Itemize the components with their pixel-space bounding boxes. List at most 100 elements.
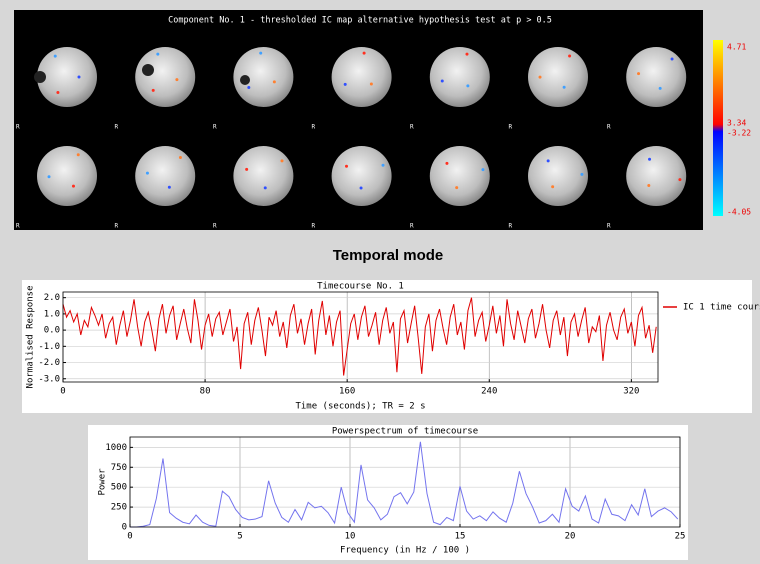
y-tick-label: -2.0 <box>38 358 60 368</box>
brain-slice <box>626 47 686 107</box>
orientation-label: R <box>213 223 217 230</box>
section-title: Temporal mode <box>333 247 444 264</box>
report: Component No. 1 - thresholded IC map alt… <box>0 0 760 564</box>
activation <box>441 80 444 83</box>
orientation-label: R <box>312 223 316 230</box>
brain-slice <box>332 146 392 206</box>
x-tick-label: 240 <box>481 387 497 397</box>
brain-slice <box>135 146 195 206</box>
activation <box>175 78 178 81</box>
orientation-label: R <box>312 124 316 131</box>
activation <box>344 83 347 86</box>
activation <box>146 172 149 175</box>
activation <box>678 178 681 181</box>
activation <box>345 165 348 168</box>
activation <box>72 185 75 188</box>
y-tick-label: -1.0 <box>38 342 60 352</box>
activation <box>264 186 267 189</box>
activation <box>382 164 385 167</box>
activation <box>54 55 57 58</box>
brain-slice <box>528 146 588 206</box>
activation <box>445 162 448 165</box>
activation <box>259 52 262 55</box>
activation <box>78 76 81 79</box>
orientation-label: R <box>410 223 414 230</box>
y-tick-label: 0.0 <box>44 326 60 336</box>
orientation-label: R <box>607 124 611 131</box>
x-tick-label: 15 <box>455 532 466 542</box>
y-tick-label: 1000 <box>105 443 127 453</box>
x-tick-label: 25 <box>675 532 686 542</box>
colorbar <box>713 40 723 216</box>
y-tick-label: 2.0 <box>44 293 60 303</box>
brain-slice <box>332 47 392 107</box>
legend-label: IC 1 time course <box>683 303 760 313</box>
chart-title: Powerspectrum of timecourse <box>332 427 478 437</box>
orientation-label: R <box>115 223 119 230</box>
dark-spot <box>34 71 46 83</box>
activation <box>273 80 276 83</box>
colorbar-label: -3.22 <box>727 129 751 138</box>
orientation-label: R <box>16 124 20 131</box>
y-tick-label: 500 <box>111 483 127 493</box>
x-tick-label: 160 <box>339 387 355 397</box>
orientation-label: R <box>115 124 119 131</box>
y-axis-label: Power <box>98 468 108 496</box>
activation <box>466 84 469 87</box>
x-axis-label: Time (seconds); TR = 2 s <box>295 402 425 412</box>
brain-slice <box>233 146 293 206</box>
x-tick-label: 80 <box>200 387 211 397</box>
activation <box>281 159 284 162</box>
activation <box>671 57 674 60</box>
activation <box>580 173 583 176</box>
x-tick-label: 10 <box>345 532 356 542</box>
activation <box>48 175 51 178</box>
activation <box>363 52 366 55</box>
brain-slice <box>135 47 195 107</box>
activation <box>245 168 248 171</box>
x-tick-label: 20 <box>565 532 576 542</box>
x-tick-label: 0 <box>127 532 132 542</box>
ic-map-title: Component No. 1 - thresholded IC map alt… <box>168 16 552 26</box>
x-tick-label: 0 <box>60 387 65 397</box>
activation <box>539 76 542 79</box>
dark-spot <box>240 75 250 85</box>
x-tick-label: 5 <box>237 532 242 542</box>
orientation-label: R <box>16 223 20 230</box>
x-tick-label: 320 <box>623 387 639 397</box>
x-axis-label: Frequency (in Hz / 100 ) <box>340 546 470 556</box>
orientation-label: R <box>213 124 217 131</box>
page: {"ic_map":{"title":"Component No. 1 - th… <box>0 0 760 564</box>
y-tick-label: 250 <box>111 503 127 513</box>
chart-title: Timecourse No. 1 <box>317 282 404 292</box>
activation <box>481 168 484 171</box>
activation <box>156 53 159 56</box>
y-tick-label: 750 <box>111 463 127 473</box>
y-axis-label: Normalised Response <box>26 286 36 389</box>
brain-slice <box>37 146 97 206</box>
orientation-label: R <box>509 223 513 230</box>
brain-slice <box>626 146 686 206</box>
orientation-label: R <box>509 124 513 131</box>
y-tick-label: 1.0 <box>44 309 60 319</box>
colorbar-label: 3.34 <box>727 119 746 128</box>
activation <box>551 185 554 188</box>
activation <box>465 53 468 56</box>
colorbar-label: 4.71 <box>727 43 746 52</box>
activation <box>568 54 571 57</box>
activation <box>547 159 550 162</box>
activation <box>659 87 662 90</box>
activation <box>360 186 363 189</box>
activation <box>648 158 651 161</box>
activation <box>637 72 640 75</box>
chart-panel <box>88 425 688 560</box>
colorbar-label: -4.05 <box>727 208 751 217</box>
dark-spot <box>142 64 154 76</box>
y-tick-label: 0 <box>122 523 127 533</box>
brain-slice <box>528 47 588 107</box>
orientation-label: R <box>607 223 611 230</box>
y-tick-label: -3.0 <box>38 374 60 384</box>
activation <box>77 153 80 156</box>
activation <box>168 186 171 189</box>
activation <box>455 186 458 189</box>
